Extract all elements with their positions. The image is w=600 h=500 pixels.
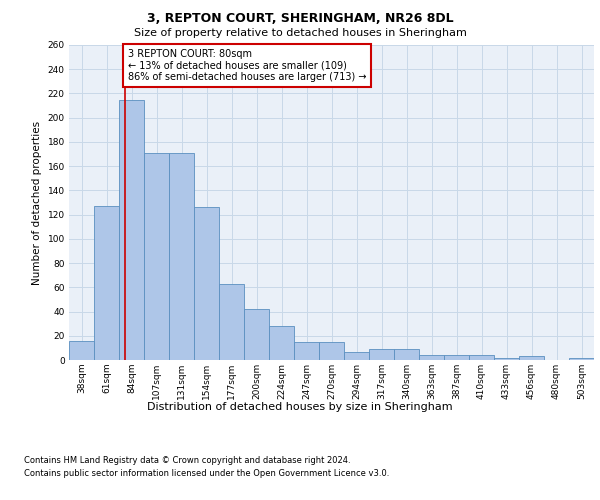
Text: Size of property relative to detached houses in Sheringham: Size of property relative to detached ho… (134, 28, 466, 38)
Bar (469, 355, 494, 360)
Bar (294, 342, 319, 360)
Bar (494, 358, 519, 360)
Bar (144, 153, 169, 360)
Text: Distribution of detached houses by size in Sheringham: Distribution of detached houses by size … (147, 402, 453, 412)
Text: 3 REPTON COURT: 80sqm
← 13% of detached houses are smaller (109)
86% of semi-det: 3 REPTON COURT: 80sqm ← 13% of detached … (128, 48, 366, 82)
Bar (344, 352, 369, 360)
Bar (244, 309, 269, 360)
Bar (219, 284, 244, 360)
Bar (394, 349, 419, 360)
Bar (569, 358, 594, 360)
Bar (444, 355, 469, 360)
Bar (69, 340, 94, 360)
Bar (369, 349, 394, 360)
Bar (519, 356, 544, 360)
Bar (119, 100, 144, 360)
Y-axis label: Number of detached properties: Number of detached properties (32, 120, 42, 284)
Text: 3, REPTON COURT, SHERINGHAM, NR26 8DL: 3, REPTON COURT, SHERINGHAM, NR26 8DL (146, 12, 454, 26)
Text: Contains HM Land Registry data © Crown copyright and database right 2024.: Contains HM Land Registry data © Crown c… (24, 456, 350, 465)
Bar (319, 342, 344, 360)
Bar (269, 326, 294, 360)
Bar (194, 208, 219, 360)
Bar (419, 355, 444, 360)
Text: Contains public sector information licensed under the Open Government Licence v3: Contains public sector information licen… (24, 468, 389, 477)
Bar (94, 206, 119, 360)
Bar (169, 153, 194, 360)
